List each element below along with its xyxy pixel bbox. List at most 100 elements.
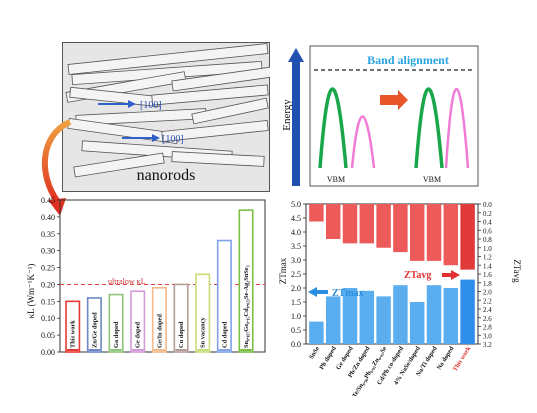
band-title: Band alignment xyxy=(367,53,449,67)
kappa-ytick-label: 0.25 xyxy=(41,264,55,273)
ztavg-bar xyxy=(309,204,324,222)
kappa-bar-base xyxy=(132,349,144,351)
kappa-bar-base xyxy=(110,349,122,351)
vbm-label-1: VBM xyxy=(327,175,345,184)
energy-axis-label: Energy xyxy=(281,99,293,131)
ztmax-bar xyxy=(443,288,459,344)
kappa-category-label: Ge/In doped xyxy=(156,314,163,348)
kappa-category-label: Ga doped xyxy=(113,321,120,348)
kappa-bar-base xyxy=(88,349,101,351)
kappa-bar-base xyxy=(218,349,231,351)
kappa-ytick-label: 0.20 xyxy=(41,280,55,289)
direction-arrow-2: [100] xyxy=(122,134,184,145)
ztmax-bar xyxy=(342,288,358,344)
ztmax-bar xyxy=(409,302,425,344)
kappa-bar xyxy=(108,293,124,353)
zt-y2tick-label: 1.2 xyxy=(483,254,492,262)
zt-y2tick-label: 3.2 xyxy=(483,341,492,349)
kappa-bar xyxy=(65,300,81,353)
kappa-bar xyxy=(195,273,211,353)
zt-y2tick-label: 1.0 xyxy=(483,245,492,253)
ztmax-bar xyxy=(325,296,341,344)
zt-ytick-label: 2.0 xyxy=(291,284,301,293)
ztavg-bar xyxy=(393,204,408,253)
kappa-bar xyxy=(86,297,102,353)
kappa-bar xyxy=(238,209,254,353)
nanorods-illustration: [100] [100] nanorods xyxy=(62,42,273,192)
zt-y2tick-label: 2.0 xyxy=(483,289,492,297)
kappa-ytick-label: 0.10 xyxy=(41,314,55,323)
kappa-ytick-label: 0.30 xyxy=(41,247,55,256)
kappa-chart-panel: κL (Wm⁻¹K⁻¹) 0.00 0.05 0.10 0.15 0.20 0.25 0.3… xyxy=(20,196,270,376)
kappa-bar-base xyxy=(197,349,209,351)
vbm-pink-band-2 xyxy=(444,88,470,169)
kappa-bar xyxy=(173,283,189,353)
zt-y2tick-label: 2.4 xyxy=(483,306,492,314)
ztavg-bar xyxy=(409,204,425,261)
direction-arrow-1: [100] xyxy=(98,100,162,111)
ztmax-label: ZTmax xyxy=(332,288,364,299)
zt-y2tick-label: 0.2 xyxy=(483,210,492,218)
band-alignment-diagram: Energy Band alignment VBM VBM xyxy=(281,45,479,187)
zt-ytick-label: 0.0 xyxy=(291,340,301,349)
kappa-category-label: Cd doped xyxy=(221,321,228,348)
nanorod xyxy=(151,84,269,106)
energy-arrow-shaft xyxy=(292,60,300,186)
kappa-bar-base xyxy=(175,349,187,351)
zt-y2tick-label: 0.4 xyxy=(483,219,492,227)
kappa-ylabel: κL (Wm⁻¹K⁻¹) xyxy=(26,264,36,319)
kappa-category-label: Ge doped xyxy=(135,321,142,348)
kappa-bar-base xyxy=(240,349,252,351)
zt-y2tick-label: 1.4 xyxy=(483,262,492,270)
energy-arrow-head xyxy=(288,48,304,62)
kappa-ytick-label: 0.45 xyxy=(41,196,55,205)
nanorods-panel: [100] [100] nanorods xyxy=(62,42,273,192)
zt-ytick-label: 3.5 xyxy=(291,242,301,251)
ztmax-bar xyxy=(359,290,375,344)
zt-y2tick-label: 2.8 xyxy=(483,324,492,332)
zt-y2tick-label: 0.6 xyxy=(483,227,492,235)
ztavg-bar xyxy=(460,204,475,270)
rod-group xyxy=(65,43,273,178)
kappa-bar-base xyxy=(67,349,79,351)
kappa-ytick-label: 0.15 xyxy=(41,297,55,306)
ztmax-bar xyxy=(460,279,475,344)
nanorod xyxy=(171,151,265,167)
zt-ytick-label: 5.0 xyxy=(291,200,301,209)
zt-ytick-label: 3.0 xyxy=(291,256,301,265)
band-frame xyxy=(309,45,479,187)
ztavg-bar xyxy=(376,204,391,248)
ztavg-bar xyxy=(426,204,442,261)
vbm-label-2: VBM xyxy=(423,175,441,184)
zt-ylabel-right: ZTavg xyxy=(512,259,521,283)
kappa-ytick-label: 0.05 xyxy=(41,331,55,340)
ztavg-bar xyxy=(342,204,358,244)
ztavg-bar xyxy=(443,204,459,266)
nanorods-label: nanorods xyxy=(137,167,196,184)
kappa-category-label: Zn/Ge doped xyxy=(91,312,98,348)
band-panel: Energy Band alignment VBM VBM xyxy=(280,40,480,190)
zt-ytick-label: 2.5 xyxy=(291,270,301,279)
ztavg-label: ZTavg xyxy=(404,270,431,281)
zt-category-label: SnSe xyxy=(308,345,321,360)
shift-arrow xyxy=(380,90,408,110)
kappa-ytick-label: 0.40 xyxy=(41,213,55,222)
vbm-green-band-1 xyxy=(318,87,348,169)
kappa-bar xyxy=(130,290,146,353)
kappa-category-label: Cu doped xyxy=(178,321,185,348)
vbm-green-band-2 xyxy=(414,87,444,169)
zt-y2tick-label: 3.0 xyxy=(483,332,492,340)
direction-label-2: [100] xyxy=(162,134,184,145)
kappa-category-label: Sn₀.₈₂₇Ge₀.₁₅Cd₀.₀₂₃Se-Ag₂SnSe₃ xyxy=(243,265,250,348)
nanorod xyxy=(161,120,269,142)
zt-ytick-label: 4.0 xyxy=(291,228,301,237)
nanorod xyxy=(67,43,269,75)
curved-arrow xyxy=(41,119,72,216)
vbm-pink-band-1 xyxy=(350,115,376,169)
ztmax-bar xyxy=(426,285,442,344)
nanorod xyxy=(73,152,165,178)
kappa-bar xyxy=(216,239,232,353)
zt-ylabel-left: ZTmax xyxy=(278,257,288,284)
direction-label-1: [100] xyxy=(140,100,162,111)
zt-ytick-label: 4.5 xyxy=(291,214,301,223)
